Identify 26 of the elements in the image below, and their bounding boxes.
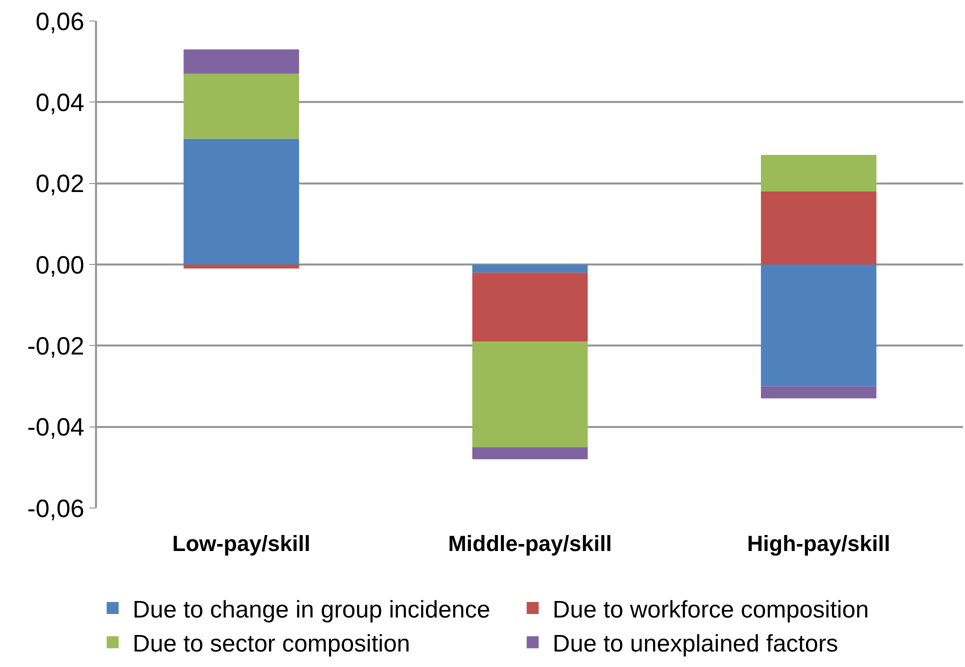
x-tick-label: High-pay/skill xyxy=(747,531,890,556)
bar xyxy=(760,191,876,264)
bar xyxy=(472,342,588,448)
bar xyxy=(184,74,300,139)
x-tick-label: Low-pay/skill xyxy=(172,531,310,556)
bar xyxy=(472,264,588,273)
bar xyxy=(184,49,300,74)
y-tick-label: 0,06 xyxy=(36,8,84,36)
bar xyxy=(184,138,300,264)
y-tick-label: -0,02 xyxy=(27,332,84,360)
y-tick-label: 0,02 xyxy=(36,170,84,198)
bar xyxy=(472,447,588,460)
bar xyxy=(760,264,876,386)
legend-label: Due to sector composition xyxy=(132,630,410,658)
bar xyxy=(760,154,876,192)
y-tick-label: 0,00 xyxy=(36,251,84,280)
bar xyxy=(760,386,876,398)
bar xyxy=(472,272,588,342)
legend-label: Due to unexplained factors xyxy=(552,630,838,658)
y-tick-label: -0,06 xyxy=(27,494,84,523)
x-tick-label: Middle-pay/skill xyxy=(448,531,612,556)
y-tick-label: 0,04 xyxy=(36,88,84,117)
y-tick-label: -0,04 xyxy=(27,414,84,442)
bar xyxy=(184,264,300,269)
legend-label: Due to change in group incidence xyxy=(132,596,490,624)
legend-label: Due to workforce composition xyxy=(552,596,869,624)
